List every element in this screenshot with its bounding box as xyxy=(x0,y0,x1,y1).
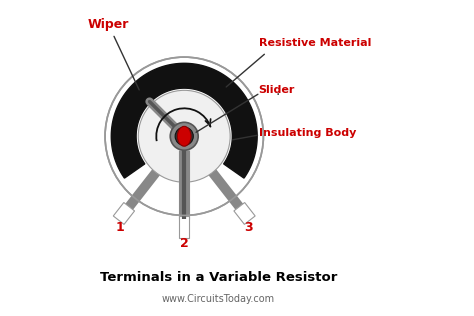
Text: Resistive Material: Resistive Material xyxy=(259,38,371,48)
Polygon shape xyxy=(111,63,257,178)
Circle shape xyxy=(175,127,193,145)
Text: Wiper: Wiper xyxy=(88,18,129,31)
Text: 1: 1 xyxy=(116,222,125,234)
Circle shape xyxy=(170,122,198,150)
Polygon shape xyxy=(113,203,135,224)
Circle shape xyxy=(138,90,230,182)
Ellipse shape xyxy=(177,126,191,146)
Text: 2: 2 xyxy=(180,237,189,250)
Text: .: . xyxy=(276,84,280,98)
Text: Slider: Slider xyxy=(259,85,295,95)
Bar xyxy=(179,216,189,238)
Text: www.CircuitsToday.com: www.CircuitsToday.com xyxy=(162,294,275,304)
Circle shape xyxy=(105,57,264,216)
Text: 3: 3 xyxy=(244,222,253,234)
Text: Insulating Body: Insulating Body xyxy=(259,128,356,138)
Text: Terminals in a Variable Resistor: Terminals in a Variable Resistor xyxy=(100,271,337,284)
Polygon shape xyxy=(234,203,255,224)
